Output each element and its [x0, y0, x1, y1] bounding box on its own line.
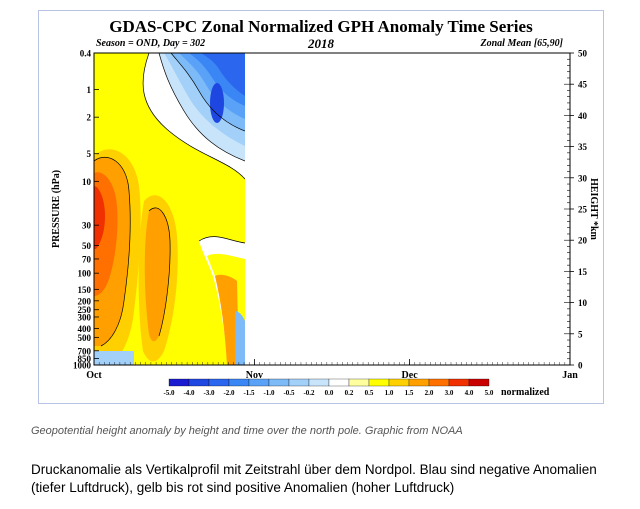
- pressure-tick-label: 850: [78, 354, 92, 364]
- colorbar-level-label: 0.5: [365, 389, 374, 397]
- time-tick-label: Jan: [562, 370, 578, 381]
- pressure-tick-label: 200: [78, 296, 92, 306]
- chart-title: GDAS-CPC Zonal Normalized GPH Anomaly Ti…: [109, 17, 533, 36]
- height-tick-label: 20: [578, 236, 588, 246]
- height-tick-label: 25: [578, 205, 588, 215]
- german-description: Druckanomalie als Vertikalprofil mit Zei…: [31, 462, 597, 495]
- contour-lines: [94, 53, 245, 347]
- colorbar-swatch: [188, 378, 210, 387]
- zonal-mean-label: Zonal Mean [65,90]: [480, 38, 564, 49]
- colorbar-swatch: [328, 378, 350, 387]
- colorbar-swatch: [208, 378, 230, 387]
- colorbar-level-label: -0.5: [283, 389, 295, 397]
- year-label: 2018: [308, 36, 334, 51]
- figure-caption: Geopotential height anomaly by height an…: [31, 425, 463, 437]
- colorbar-level-label: -0.2: [303, 389, 315, 397]
- heatmap-plot: PRESSURE (hPa) HEIGHT *km 0.412510305070…: [51, 49, 599, 399]
- pressure-tick-label: 700: [78, 346, 92, 356]
- colorbar-swatch: [348, 378, 370, 387]
- height-tick-label: 0: [578, 361, 583, 371]
- pressure-tick-label: 30: [82, 221, 92, 231]
- colorbar-level-label: -1.0: [263, 389, 275, 397]
- pressure-tick-label: 2: [87, 113, 92, 123]
- height-tick-label: 50: [578, 49, 588, 59]
- time-tick-label: Nov: [246, 370, 263, 381]
- pressure-tick-label: 1: [87, 85, 92, 95]
- pressure-tick-label: 250: [78, 305, 92, 315]
- pressure-tick-label: 300: [78, 312, 92, 322]
- colorbar-level-label: -2.0: [223, 389, 235, 397]
- colorbar-swatch: [248, 378, 270, 387]
- height-tick-label: 15: [578, 267, 588, 277]
- colorbar-swatch: [308, 378, 330, 387]
- colorbar-swatch: [168, 378, 190, 387]
- colorbar-level-label: 0.2: [345, 389, 354, 397]
- height-tick-label: 40: [578, 111, 588, 121]
- pressure-tick-label: 5: [87, 149, 92, 159]
- colorbar-level-label: 1.0: [385, 389, 394, 397]
- colorbar-level-label: 3.0: [445, 389, 454, 397]
- colorbar-level-label: -3.0: [203, 389, 215, 397]
- colorbar-level-label: -4.0: [183, 389, 195, 397]
- anomaly-contours: [94, 53, 245, 365]
- pressure-tick-label: 50: [82, 241, 92, 251]
- colorbar-swatch: [268, 378, 290, 387]
- colorbar-level-label: 4.0: [465, 389, 474, 397]
- height-tick-label: 35: [578, 142, 588, 152]
- colorbar-level-label: -1.5: [243, 389, 255, 397]
- chart-frame: GDAS-CPC Zonal Normalized GPH Anomaly Ti…: [38, 10, 604, 404]
- colorbar-swatch: [428, 378, 450, 387]
- pressure-tick-label: 0.4: [80, 49, 92, 59]
- pressure-tick-label: 70: [82, 254, 92, 264]
- colorbar-swatch: [288, 378, 310, 387]
- pressure-tick-label: 150: [78, 285, 92, 295]
- pressure-tick-label: 100: [78, 269, 92, 279]
- height-tick-label: 5: [578, 329, 583, 339]
- colorbar-level-label: 1.5: [405, 389, 414, 397]
- colorbar-level-label: 0.0: [325, 389, 334, 397]
- y-axis-label-pressure: PRESSURE (hPa): [51, 170, 62, 248]
- season-label: Season = OND, Day = 302: [96, 38, 206, 49]
- pressure-tick-label: 10: [82, 177, 92, 187]
- colorbar-swatch: [388, 378, 410, 387]
- time-tick-label: Oct: [86, 370, 102, 381]
- colorbar-level-label: -5.0: [163, 389, 175, 397]
- y-axis-label-height: HEIGHT *km: [588, 178, 599, 240]
- colorbar-swatch: [368, 378, 390, 387]
- colorbar-swatch: [448, 378, 470, 387]
- height-tick-label: 30: [578, 173, 588, 183]
- colorbar-unit-label: normalized: [501, 387, 550, 398]
- pressure-tick-label: 500: [78, 333, 92, 343]
- colorbar-swatch: [468, 378, 490, 387]
- colorbar-level-label: 2.0: [425, 389, 434, 397]
- height-tick-label: 10: [578, 298, 588, 308]
- pressure-tick-label: 400: [78, 324, 92, 334]
- colorbar-level-label: 5.0: [485, 389, 494, 397]
- time-tick-label: Dec: [402, 370, 419, 381]
- height-tick-label: 45: [578, 80, 588, 90]
- colorbar-swatch: [228, 378, 250, 387]
- pressure-tick-label: 1000: [73, 361, 92, 371]
- colorbar-swatch: [408, 378, 430, 387]
